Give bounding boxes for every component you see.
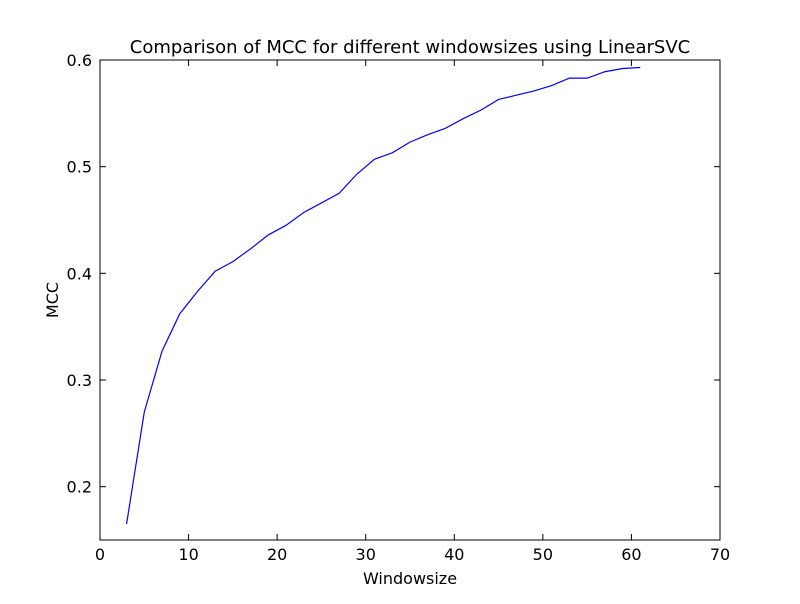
y-tick-label-4: 0.6 [67, 51, 92, 70]
x-tick-label-2: 20 [267, 545, 287, 564]
axes-frame [99, 59, 721, 541]
y-tick-label-3: 0.5 [67, 158, 92, 177]
y-axis-label: MCC [43, 282, 62, 318]
x-tick-label-6: 60 [621, 545, 641, 564]
chart-title: Comparison of MCC for different windowsi… [130, 37, 690, 58]
x-tick-label-7: 70 [710, 545, 730, 564]
plot-area: 0 10 20 30 40 50 60 70 0.2 0.3 0.4 0.5 0.6 [67, 51, 731, 564]
y-tick-label-1: 0.3 [67, 371, 92, 390]
x-tick-label-0: 0 [95, 545, 105, 564]
x-tick-label-1: 10 [178, 545, 198, 564]
y-tick-label-0: 0.2 [67, 478, 92, 497]
x-axis-label: Windowsize [363, 569, 457, 588]
x-tick-label-5: 50 [533, 545, 553, 564]
y-tick-label-2: 0.4 [67, 264, 92, 283]
x-tick-label-4: 40 [444, 545, 464, 564]
x-tick-label-3: 30 [356, 545, 376, 564]
series-line-0 [125, 66, 641, 525]
